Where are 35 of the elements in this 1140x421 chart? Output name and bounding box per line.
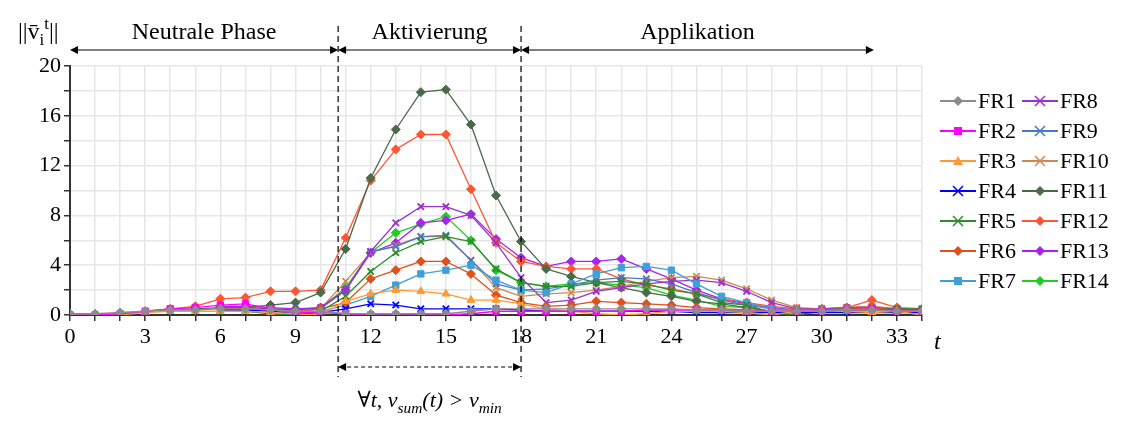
legend-label: FR8 [1059, 88, 1098, 114]
x-axis-title: t [934, 328, 942, 354]
x-tick-label: 24 [660, 322, 683, 348]
legend-label: FR2 [978, 118, 1016, 144]
legend-label: FR1 [978, 88, 1016, 114]
legend-label: FR4 [978, 178, 1016, 204]
y-tick-label: 16 [39, 101, 61, 127]
x-tick-label: 27 [735, 322, 758, 348]
y-tick-label: 4 [50, 250, 61, 276]
legend-label: FR9 [1059, 118, 1098, 144]
legend-label: FR14 [1059, 268, 1109, 294]
x-tick-label: 15 [434, 322, 457, 348]
legend-label: FR10 [1059, 148, 1109, 174]
x-tick-label: 33 [885, 322, 908, 348]
x-tick-label: 9 [290, 322, 302, 348]
x-tick-label: 3 [139, 322, 151, 348]
legend-label: FR13 [1059, 238, 1109, 264]
y-tick-label: 8 [50, 201, 61, 227]
y-tick-label: 0 [50, 300, 61, 326]
x-tick-label: 30 [810, 322, 833, 348]
x-tick-label: 12 [359, 322, 382, 348]
legend-label: FR3 [978, 148, 1016, 174]
text: Aktivierung [371, 18, 488, 44]
y-tick-label: 12 [39, 151, 61, 177]
x-tick-label: 18 [510, 322, 533, 348]
text: Neutrale Phase [131, 18, 277, 44]
legend-label: FR5 [978, 208, 1016, 234]
text: Applikation [640, 18, 755, 44]
legend-label: FR7 [978, 268, 1016, 294]
legend-label: FR6 [978, 238, 1016, 264]
legend-label: FR12 [1059, 208, 1109, 234]
y-tick-label: 20 [39, 51, 61, 77]
legend-label: FR11 [1059, 178, 1109, 204]
x-tick-label: 6 [214, 322, 226, 348]
x-tick-label: 21 [585, 322, 608, 348]
